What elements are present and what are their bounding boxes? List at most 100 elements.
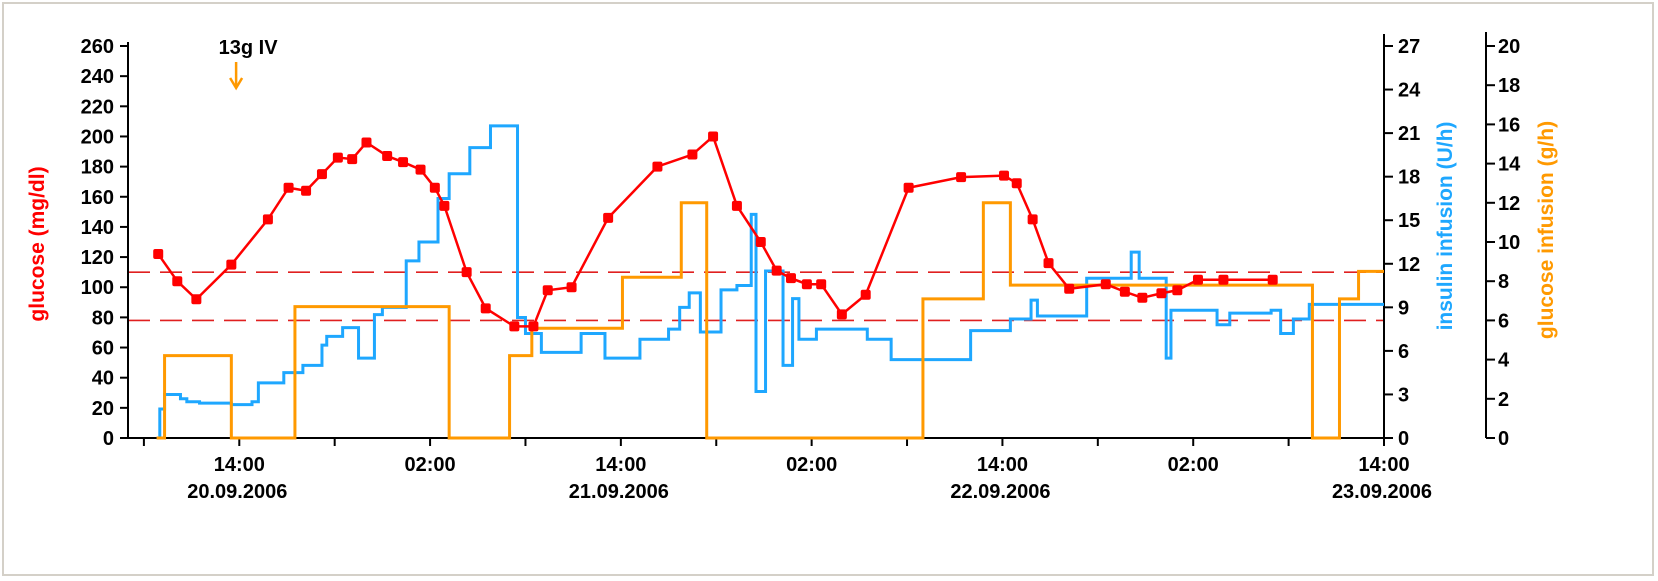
glucose-data-point	[652, 161, 663, 172]
glucose-data-point	[836, 309, 847, 320]
glucose-infusion-tick-label: 8	[1498, 271, 1509, 293]
glucose-tick-label: 180	[81, 157, 114, 179]
glucose_infusion-series-line	[156, 201, 1384, 440]
glucose-data-point	[528, 321, 539, 332]
x-tick-time: 02:00	[404, 454, 455, 476]
glucose-data-point	[956, 172, 967, 183]
glucose-tick-label: 140	[81, 217, 114, 239]
glucose-tick-label: 200	[81, 126, 114, 148]
insulin-tick-label: 18	[1398, 167, 1420, 189]
glucose-tick-label: 40	[92, 368, 114, 390]
glucose-data-point	[816, 279, 827, 290]
glucose-data-point	[566, 282, 577, 293]
insulin-series-line	[156, 124, 1384, 440]
x-tick-date: 22.09.2006	[950, 481, 1050, 503]
glucose-infusion-tick-label: 10	[1498, 232, 1520, 254]
insulin-tick-label: 9	[1398, 297, 1409, 319]
glucose-infusion-tick-label: 12	[1498, 193, 1520, 215]
glucose-data-point	[283, 182, 294, 193]
glucose-data-point	[1172, 285, 1183, 296]
insulin-tick-label: 15	[1398, 210, 1420, 232]
glucose-tick-label: 160	[81, 187, 114, 209]
glucose-tick-label: 80	[92, 307, 114, 329]
x-tick-time: 14:00	[595, 454, 646, 476]
glucose-infusion-tick-label: 14	[1498, 154, 1521, 176]
glucose-data-point	[603, 212, 614, 223]
glucose-data-point	[1011, 178, 1022, 189]
glucose-data-point	[708, 131, 719, 142]
glucose-data-point	[785, 273, 796, 284]
insulin-tick-label: 21	[1398, 123, 1420, 145]
glucose-data-point	[1027, 214, 1038, 225]
glucose-data-point	[999, 170, 1010, 181]
x-tick-date: 21.09.2006	[569, 481, 669, 503]
glucose-data-point	[801, 279, 812, 290]
glucose-tick-label: 220	[81, 96, 114, 118]
glucose-infusion-tick-label: 6	[1498, 310, 1509, 332]
glucose-data-point	[480, 303, 491, 314]
glucose-insulin-chart: 02040608010012014016018020022024026014:0…	[26, 32, 1558, 503]
glucose-data-point	[1043, 258, 1054, 269]
glucose-infusion-tick-label: 4	[1498, 350, 1510, 372]
glucose-data-point	[153, 249, 164, 260]
glucose-data-point	[509, 321, 520, 332]
glucose-data-point	[1267, 274, 1278, 285]
glucose-series-line	[157, 134, 1273, 328]
glucose-infusion-tick-label: 16	[1498, 114, 1520, 136]
glucose-data-point	[262, 214, 273, 225]
glucose-data-point	[301, 185, 312, 196]
glucose-data-point	[771, 265, 782, 276]
glucose-infusion-axis-title: glucose infusion (g/h)	[1535, 121, 1558, 339]
annotation-arrowhead	[229, 77, 244, 91]
glucose-data-point	[316, 169, 327, 180]
glucose-data-point	[1192, 274, 1203, 285]
glucose-data-point	[415, 164, 426, 175]
glucose-data-point	[332, 152, 343, 163]
annotation-label: 13g IV	[219, 37, 279, 59]
glucose-data-point	[1218, 274, 1229, 285]
insulin-axis-title: insulin infusion (U/h)	[1434, 122, 1457, 331]
glucose-tick-label: 20	[92, 398, 114, 420]
insulin-tick-label: 3	[1398, 384, 1409, 406]
glucose-data-point	[1137, 292, 1148, 303]
glucose-data-point	[461, 267, 472, 278]
x-tick-date: 20.09.2006	[187, 481, 287, 503]
glucose-tick-label: 240	[81, 66, 114, 88]
glucose-data-point	[172, 276, 183, 287]
insulin-tick-label: 24	[1398, 80, 1421, 102]
glucose-data-point	[226, 259, 237, 270]
glucose-data-point	[542, 285, 553, 296]
glucose-data-point	[398, 157, 409, 168]
insulin-tick-label: 6	[1398, 341, 1409, 363]
glucose-data-point	[903, 182, 914, 193]
insulin-tick-label: 27	[1398, 36, 1420, 58]
glucose-infusion-tick-label: 0	[1498, 428, 1509, 450]
glucose-data-point	[347, 154, 358, 165]
glucose-data-point	[1156, 288, 1167, 299]
glucose-tick-label: 100	[81, 277, 114, 299]
x-tick-time: 14:00	[977, 454, 1028, 476]
glucose-infusion-tick-label: 18	[1498, 75, 1520, 97]
glucose-tick-label: 260	[81, 36, 114, 58]
glucose-tick-label: 0	[103, 428, 114, 450]
x-tick-time: 14:00	[1358, 454, 1409, 476]
glucose-data-point	[439, 200, 450, 211]
glucose-data-point	[1119, 286, 1130, 297]
glucose-tick-label: 120	[81, 247, 114, 269]
x-tick-date: 23.09.2006	[1332, 481, 1432, 503]
x-tick-time: 14:00	[214, 454, 265, 476]
x-tick-time: 02:00	[1168, 454, 1219, 476]
glucose-data-point	[191, 294, 202, 305]
glucose-data-point	[429, 182, 440, 193]
glucose-data-point	[731, 200, 742, 211]
glucose-data-point	[361, 137, 372, 148]
glucose-axis-title: glucose (mg/dl)	[26, 166, 49, 321]
glucose-data-point	[687, 149, 698, 160]
glucose-data-point	[382, 151, 393, 162]
glucose-infusion-tick-label: 20	[1498, 36, 1520, 58]
insulin-tick-label: 0	[1398, 428, 1409, 450]
glucose-data-point	[1100, 279, 1111, 290]
glucose-data-point	[860, 289, 871, 300]
glucose-data-point	[1064, 283, 1075, 294]
